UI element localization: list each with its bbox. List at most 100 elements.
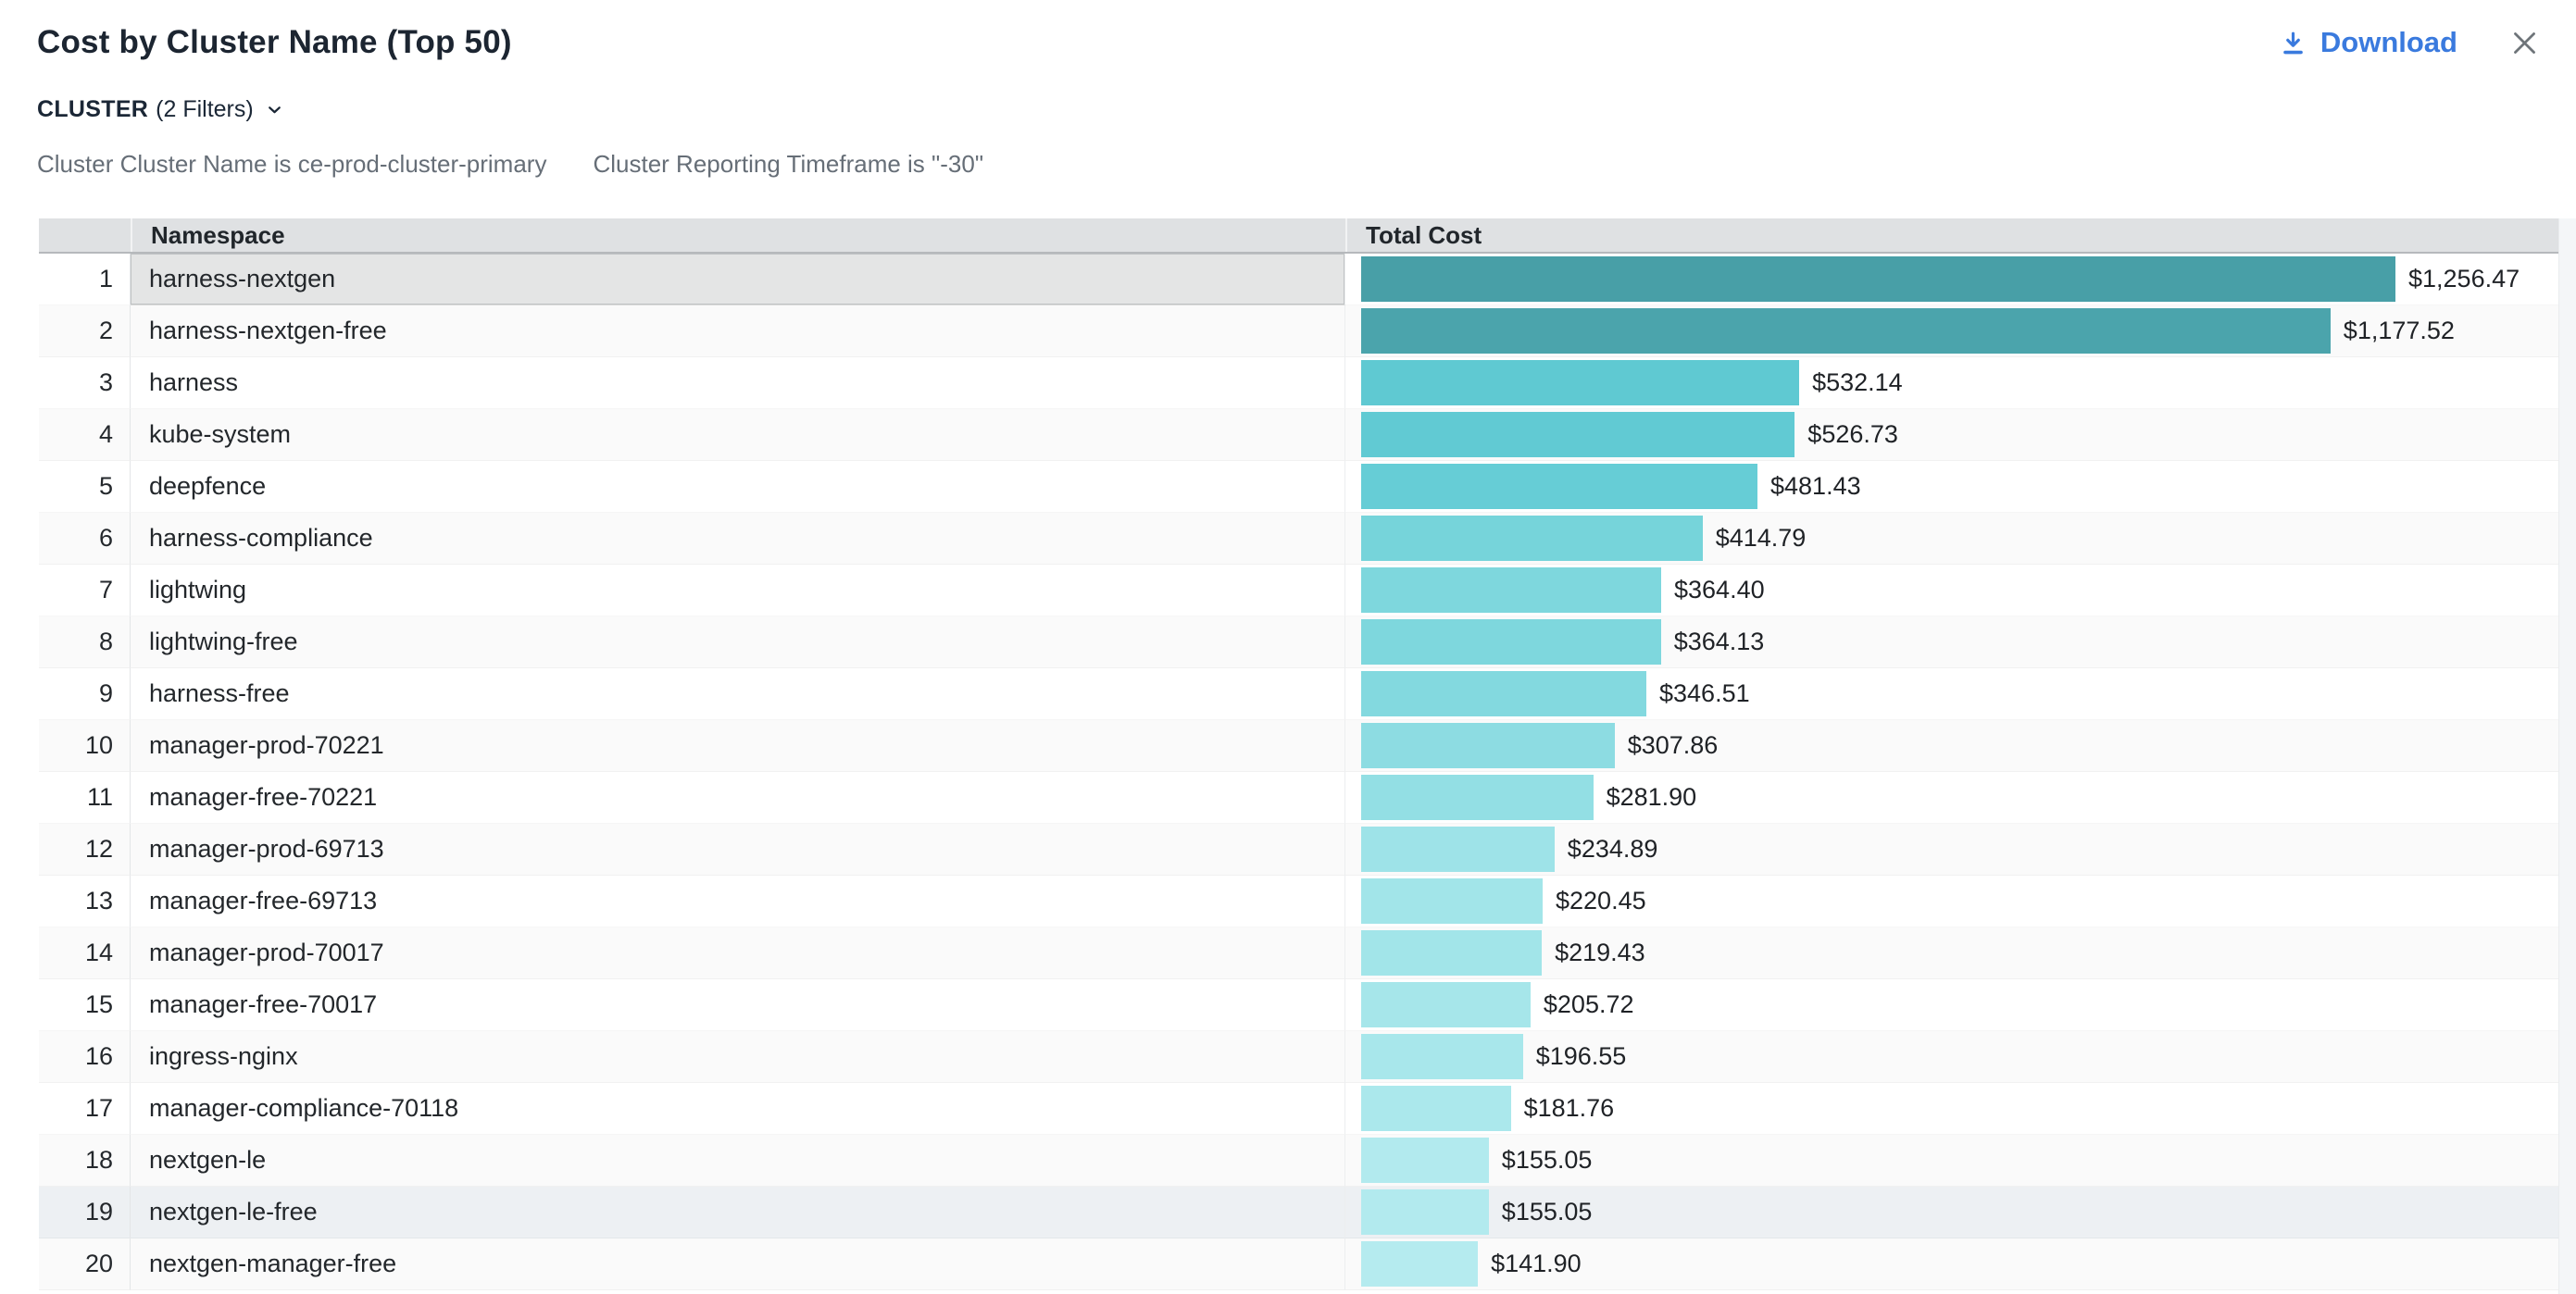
table-row[interactable]: 5 deepfence $481.43 — [39, 461, 2558, 513]
table-row[interactable]: 20 nextgen-manager-free $141.90 — [39, 1238, 2558, 1290]
namespace-cell[interactable]: harness-compliance — [131, 513, 1345, 565]
table-row[interactable]: 3 harness $532.14 — [39, 357, 2558, 409]
table-row[interactable]: 17 manager-compliance-70118 $181.76 — [39, 1083, 2558, 1135]
namespace-cell[interactable]: manager-compliance-70118 — [131, 1083, 1345, 1135]
cost-value-label: $155.05 — [1501, 1198, 1593, 1226]
total-cost-cell: $205.72 — [1345, 979, 2558, 1031]
table-row[interactable]: 14 manager-prod-70017 $219.43 — [39, 927, 2558, 979]
namespace-cell[interactable]: kube-system — [131, 409, 1345, 461]
table-row[interactable]: 16 ingress-nginx $196.55 — [39, 1031, 2558, 1083]
cost-bar — [1361, 1034, 1523, 1079]
namespace-cell[interactable]: manager-prod-69713 — [131, 824, 1345, 876]
table-row[interactable]: 4 kube-system $526.73 — [39, 409, 2558, 461]
total-cost-cell: $1,256.47 — [1345, 254, 2558, 305]
index-column-header — [39, 218, 131, 252]
namespace-cell[interactable]: manager-prod-70221 — [131, 720, 1345, 772]
table-row[interactable]: 12 manager-prod-69713 $234.89 — [39, 824, 2558, 876]
total-cost-cell: $181.76 — [1345, 1083, 2558, 1135]
cost-bar — [1361, 878, 1543, 924]
namespace-cell[interactable]: manager-free-70017 — [131, 979, 1345, 1031]
table-row[interactable]: 10 manager-prod-70221 $307.86 — [39, 720, 2558, 772]
total-cost-cell: $364.40 — [1345, 565, 2558, 616]
cost-bar — [1361, 464, 1757, 509]
table-row[interactable]: 11 manager-free-70221 $281.90 — [39, 772, 2558, 824]
cost-value-label: $281.90 — [1606, 783, 1697, 811]
table-row[interactable]: 19 nextgen-le-free $155.05 — [39, 1187, 2558, 1238]
cost-bar — [1361, 1086, 1511, 1131]
row-index: 16 — [39, 1031, 131, 1083]
namespace-cell[interactable]: harness-nextgen-free — [131, 305, 1345, 357]
namespace-cell[interactable]: harness-free — [131, 668, 1345, 720]
cost-value-label: $1,177.52 — [2343, 317, 2455, 344]
cost-bar — [1361, 256, 2395, 302]
row-index: 8 — [39, 616, 131, 668]
download-button[interactable]: Download — [2278, 26, 2457, 59]
cost-value-label: $364.40 — [1674, 576, 1765, 603]
cost-bar — [1361, 360, 1800, 405]
table-row[interactable]: 9 harness-free $346.51 — [39, 668, 2558, 720]
total-cost-cell: $234.89 — [1345, 824, 2558, 876]
table-row[interactable]: 13 manager-free-69713 $220.45 — [39, 876, 2558, 927]
namespace-cell[interactable]: manager-prod-70017 — [131, 927, 1345, 979]
cost-value-label: $141.90 — [1491, 1250, 1582, 1277]
namespace-cell[interactable]: deepfence — [131, 461, 1345, 513]
total-cost-cell: $155.05 — [1345, 1187, 2558, 1238]
total-cost-cell: $346.51 — [1345, 668, 2558, 720]
table-row[interactable]: 15 manager-free-70017 $205.72 — [39, 979, 2558, 1031]
vertical-scrollbar-track[interactable] — [2558, 218, 2576, 1294]
table-row[interactable]: 1 harness-nextgen $1,256.47 — [39, 254, 2558, 305]
namespace-cell[interactable]: lightwing-free — [131, 616, 1345, 668]
table-row[interactable]: 8 lightwing-free $364.13 — [39, 616, 2558, 668]
cost-value-label: $1,256.47 — [2408, 265, 2520, 292]
cost-bar — [1361, 827, 1555, 872]
cost-bar — [1361, 308, 2331, 354]
table-row[interactable]: 6 harness-compliance $414.79 — [39, 513, 2558, 565]
cost-value-label: $220.45 — [1556, 887, 1646, 915]
filter-group-label: CLUSTER — [37, 96, 149, 122]
table-row[interactable]: 18 nextgen-le $155.05 — [39, 1135, 2558, 1187]
total-cost-cell: $220.45 — [1345, 876, 2558, 927]
namespace-cell[interactable]: harness-nextgen — [131, 254, 1345, 305]
total-cost-cell: $281.90 — [1345, 772, 2558, 824]
cost-value-label: $307.86 — [1627, 731, 1719, 759]
row-index: 13 — [39, 876, 131, 927]
table-row[interactable]: 7 lightwing $364.40 — [39, 565, 2558, 616]
namespace-cell[interactable]: nextgen-manager-free — [131, 1238, 1345, 1290]
namespace-cell[interactable]: nextgen-le — [131, 1135, 1345, 1187]
total-cost-cell: $1,177.52 — [1345, 305, 2558, 357]
close-button[interactable] — [2504, 22, 2545, 63]
total-cost-column-header[interactable]: Total Cost — [1345, 218, 2558, 252]
filter-count-label: (2 Filters) — [156, 96, 254, 122]
total-cost-cell: $141.90 — [1345, 1238, 2558, 1290]
row-index: 6 — [39, 513, 131, 565]
namespace-column-header[interactable]: Namespace — [131, 218, 1345, 252]
download-label: Download — [2320, 26, 2457, 58]
total-cost-cell: $196.55 — [1345, 1031, 2558, 1083]
close-icon — [2507, 26, 2542, 60]
cost-bar — [1361, 671, 1646, 716]
row-index: 4 — [39, 409, 131, 461]
namespace-cell[interactable]: nextgen-le-free — [131, 1187, 1345, 1238]
cluster-filters-dropdown[interactable]: CLUSTER (2 Filters) — [37, 96, 284, 123]
row-index: 15 — [39, 979, 131, 1031]
namespace-cell[interactable]: ingress-nginx — [131, 1031, 1345, 1083]
row-index: 18 — [39, 1135, 131, 1187]
total-cost-cell: $526.73 — [1345, 409, 2558, 461]
cost-value-label: $364.13 — [1673, 628, 1765, 655]
table-row[interactable]: 2 harness-nextgen-free $1,177.52 — [39, 305, 2558, 357]
cost-bar — [1361, 775, 1594, 820]
cost-bar — [1361, 567, 1661, 613]
page-title: Cost by Cluster Name (Top 50) — [37, 24, 512, 60]
total-cost-cell: $414.79 — [1345, 513, 2558, 565]
cost-bar — [1361, 516, 1703, 561]
cost-value-label: $414.79 — [1715, 524, 1807, 552]
cost-bar — [1361, 412, 1795, 457]
row-index: 19 — [39, 1187, 131, 1238]
namespace-cell[interactable]: manager-free-69713 — [131, 876, 1345, 927]
total-cost-cell: $155.05 — [1345, 1135, 2558, 1187]
namespace-cell[interactable]: harness — [131, 357, 1345, 409]
applied-filter-cluster-name: Cluster Cluster Name is ce-prod-cluster-… — [37, 150, 547, 178]
namespace-cell[interactable]: lightwing — [131, 565, 1345, 616]
namespace-cell[interactable]: manager-free-70221 — [131, 772, 1345, 824]
